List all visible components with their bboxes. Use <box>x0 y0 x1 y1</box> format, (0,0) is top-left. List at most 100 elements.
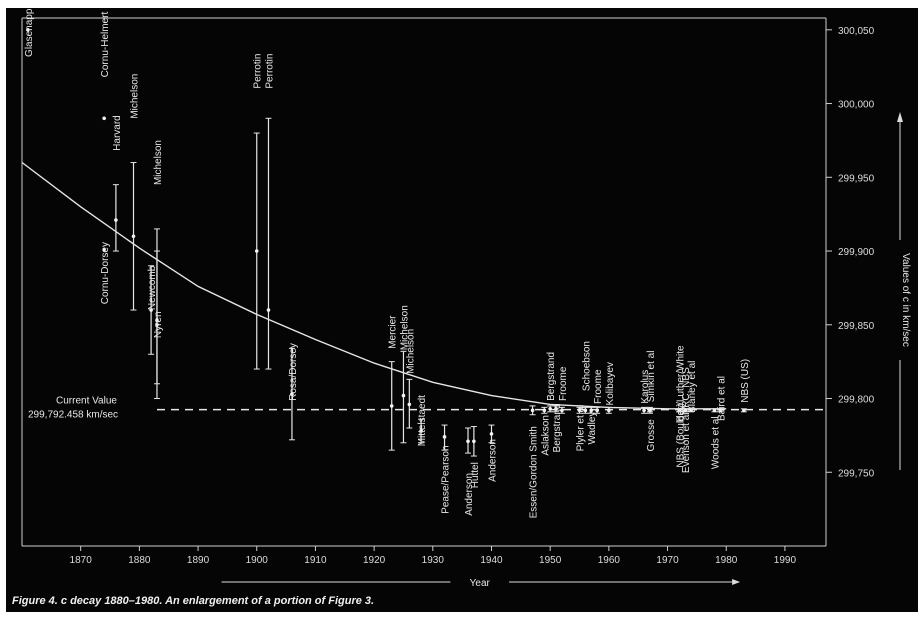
measurement-point <box>554 407 558 411</box>
measurement-label: Anderson <box>464 473 475 516</box>
measurement-point <box>577 408 582 413</box>
measurement-label: Evenson et al <box>681 412 692 473</box>
measurement-point <box>542 408 547 413</box>
x-tick-label: 1980 <box>715 555 738 566</box>
measurement-label: Newcomb <box>147 265 158 310</box>
measurement-point <box>149 308 153 312</box>
measurement-label: Essen/Gordon Smith <box>529 426 540 518</box>
plot-border <box>21 17 827 547</box>
measurement-label: Nyren <box>153 311 164 338</box>
measurement-label: Michelson <box>399 305 410 350</box>
y-axis-title: Values of c in km/sec <box>900 253 911 347</box>
measurement-label: Pease/Pearson <box>441 445 452 513</box>
measurement-point <box>712 408 717 413</box>
measurement-label: Simkin et al <box>646 351 657 403</box>
measurement-label: NBS (Boulder) <box>675 403 686 467</box>
y-tick-label: 299,950 <box>838 173 875 184</box>
measurement-point <box>419 429 423 433</box>
current-value-label: Current Value <box>56 396 117 407</box>
x-tick-label: 1920 <box>363 555 386 566</box>
measurement-label: Rosa/Dorsey <box>288 343 299 401</box>
x-tick-label: 1890 <box>187 555 210 566</box>
y-tick-label: 299,800 <box>838 395 875 406</box>
measurement-point <box>589 408 594 413</box>
x-tick-label: 1910 <box>304 555 327 566</box>
measurement-point <box>677 408 682 413</box>
x-tick-label: 1950 <box>539 555 562 566</box>
y-tick-label: 299,850 <box>838 321 875 332</box>
measurement-point <box>530 408 535 413</box>
measurement-label: Michelson <box>405 329 416 374</box>
measurement-label: Perrotin <box>264 54 275 89</box>
x-tick-label: 1940 <box>480 555 503 566</box>
measurement-label: Cornu-Helmert <box>100 12 111 78</box>
measurement-label: Bergstrand <box>546 352 557 401</box>
y-tick-label: 300,050 <box>838 26 875 37</box>
x-tick-label: 1880 <box>128 555 151 566</box>
measurement-point <box>718 408 723 413</box>
measurement-label: Harvard <box>112 115 123 151</box>
measurement-label: Kolibayev <box>605 362 616 405</box>
measurement-label: Perrotin <box>253 54 264 89</box>
measurement-point <box>131 234 136 239</box>
y-tick-label: 299,900 <box>838 247 875 258</box>
measurement-label: Blaney et al <box>687 361 698 413</box>
measurement-point <box>548 407 552 411</box>
measurement-point <box>607 408 611 413</box>
measurement-point <box>489 432 494 436</box>
measurement-label: Schoebson <box>581 341 592 391</box>
decay-curve <box>21 161 727 410</box>
x-tick-label: 1970 <box>656 555 679 566</box>
measurement-point <box>560 408 564 413</box>
measurement-label: Michelson <box>130 74 141 119</box>
measurement-point <box>254 249 259 253</box>
measurement-point <box>742 408 746 413</box>
measurement-point <box>648 408 652 413</box>
measurement-label: Mercier <box>388 315 399 349</box>
measurement-point <box>689 408 693 413</box>
x-tick-label: 1990 <box>774 555 797 566</box>
x-axis-arrow-head <box>732 579 741 585</box>
measurement-label: Glasenapp <box>24 8 35 57</box>
measurement-label: Aslakson <box>540 415 551 456</box>
measurement-label: Mittelstaedt <box>417 395 428 446</box>
axes-layer: 1870 1880 1890 1900 1910 1920 1930 1940 1950 1960… <box>70 26 911 589</box>
measurement-point <box>266 308 271 312</box>
measurement-point <box>26 27 30 32</box>
measurement-label: Plyler et al <box>576 405 587 452</box>
reference-layer: Current Value 299,792.458 km/sec <box>28 396 826 421</box>
measurement-point <box>407 402 412 407</box>
measurement-label: Karolus <box>640 370 651 404</box>
x-tick-label: 1960 <box>598 555 621 566</box>
measurement-point <box>466 439 470 444</box>
x-tick-label: 1930 <box>422 555 445 566</box>
measurement-point <box>155 318 159 323</box>
measurement-point <box>472 439 476 444</box>
x-axis-title: Year <box>470 578 491 589</box>
measurement-label: Bay/Luther/White <box>675 345 686 422</box>
measurement-point <box>683 408 687 413</box>
measurement-label: Anderson <box>487 439 498 482</box>
measurement-label: Grosse <box>646 419 657 452</box>
measurement-point <box>583 408 588 413</box>
measurement-label: Baird et al <box>716 376 727 421</box>
x-tick-label: 1900 <box>246 555 269 566</box>
measurement-label: Froome <box>593 369 604 404</box>
curve-layer <box>21 161 727 410</box>
measurement-point <box>401 393 406 398</box>
y-tick-label: 299,750 <box>838 468 875 479</box>
measurement-point <box>595 408 599 413</box>
y-tick-label: 300,000 <box>838 100 875 111</box>
measurement-point <box>102 116 106 121</box>
marks-layer <box>26 27 747 457</box>
measurement-label: NBS (US) <box>740 359 751 403</box>
measurement-point <box>114 218 118 222</box>
measurement-point <box>290 392 294 396</box>
measurement-label: NRC, NBS <box>681 367 692 415</box>
current-value-number: 299,792.458 km/sec <box>28 410 118 421</box>
measurement-label: Huttel <box>470 462 481 488</box>
measurement-label: Froome <box>558 366 569 401</box>
measurement-label: Michelson <box>153 140 164 185</box>
measurement-label: Bergstrand <box>552 404 563 453</box>
